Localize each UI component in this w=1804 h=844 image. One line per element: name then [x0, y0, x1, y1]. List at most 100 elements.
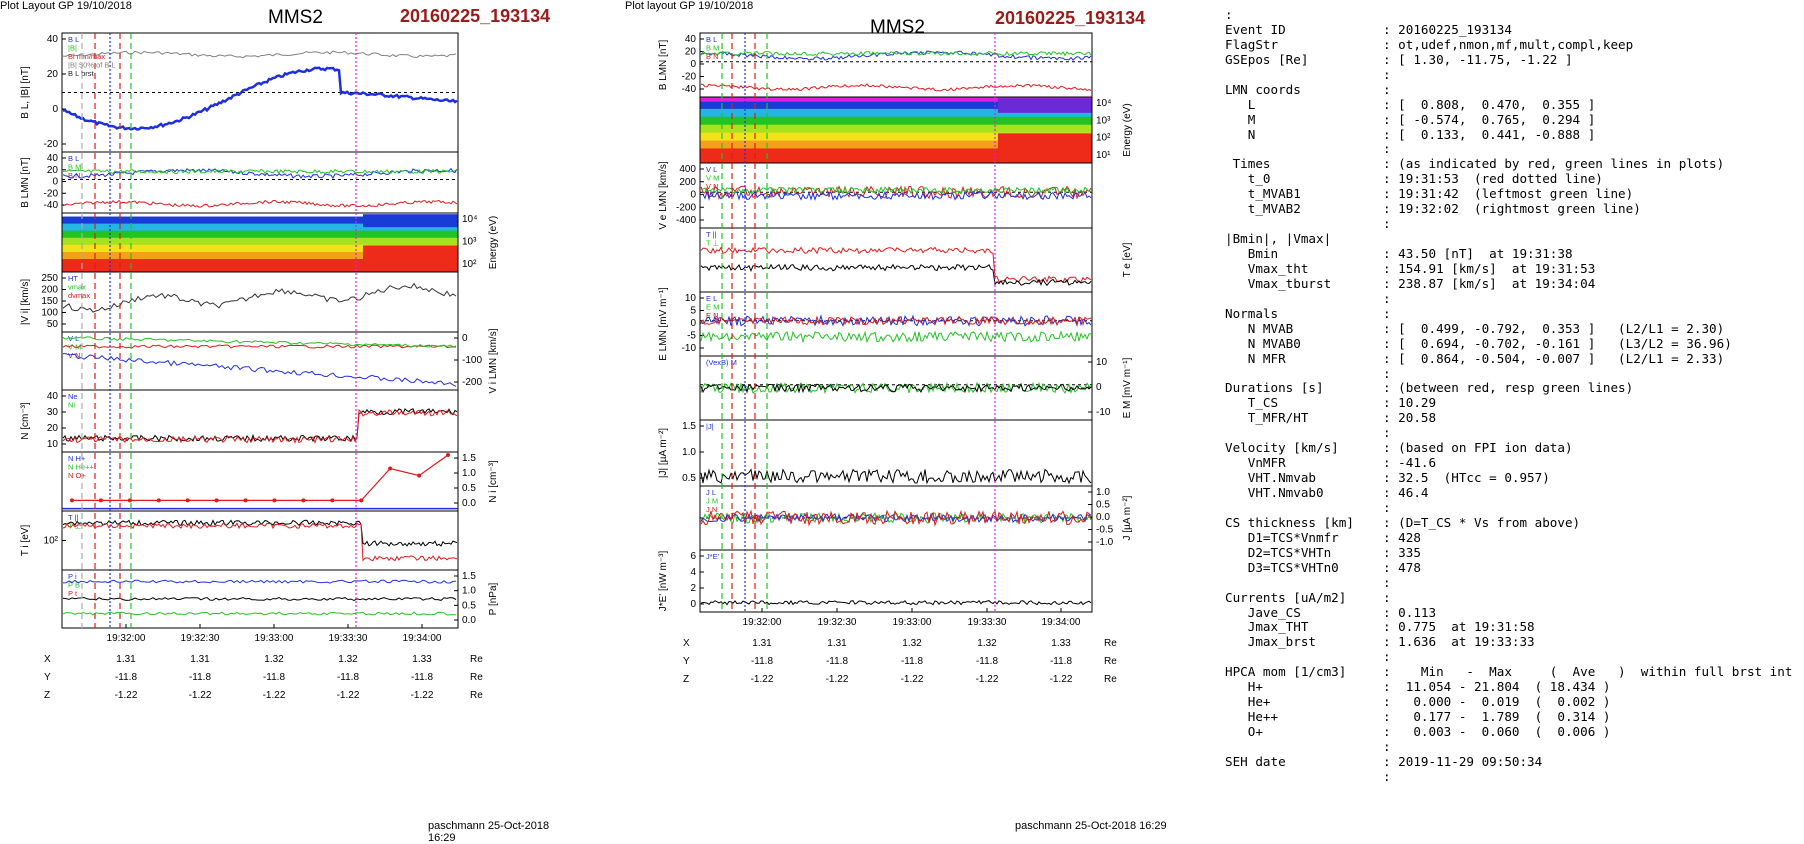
tick-label: 5 — [690, 306, 696, 317]
tick-label: -20 — [44, 139, 59, 150]
x-tick-label: 19:33:00 — [893, 617, 932, 628]
event-id: 20160225_193134 — [400, 6, 551, 26]
legend-entry: E M — [706, 303, 719, 312]
legend-entry: B L — [68, 154, 79, 163]
info-key: N — [1225, 126, 1256, 142]
ephem-label: Y — [683, 656, 690, 667]
x-tick-label: 19:32:30 — [181, 633, 220, 644]
info-key: Jmax_THT — [1225, 619, 1309, 635]
info-row: T_MFR/HT: 20.58 — [1225, 410, 1792, 426]
tick-label: 10⁴ — [1096, 98, 1111, 109]
info-key: SEH date — [1225, 753, 1286, 769]
legend-entry: B L brst — [68, 69, 94, 78]
series-line — [700, 509, 1092, 527]
axis-label: V e LMN [km/s] — [658, 161, 669, 230]
spectro-band — [362, 214, 458, 228]
info-value: : — [1383, 216, 1391, 232]
info-value: : [ 1.30, -11.75, -1.22 ] — [1383, 51, 1573, 67]
tick-label: 0 — [462, 333, 468, 344]
data-point — [156, 498, 161, 503]
axis-label: B LMN [nT] — [20, 157, 31, 208]
legend-entry: E L — [706, 294, 717, 303]
info-row: HPCA mom [1/cm3]: Min - Max ( Ave ) with… — [1225, 664, 1792, 680]
info-key: D3=TCS*VHTn0 — [1225, 559, 1339, 575]
info-key: CS thickness [km] — [1225, 514, 1354, 530]
info-row: N MVAB0: [ 0.694, -0.702, -0.161 ] (L3/L… — [1225, 336, 1792, 352]
tick-label: 10² — [1096, 133, 1111, 144]
tick-label: 10³ — [1096, 115, 1111, 126]
spectro-band — [700, 108, 1092, 119]
x-tick-label: 19:33:00 — [255, 633, 294, 644]
info-row: L: [ 0.808, 0.470, 0.355 ] — [1225, 97, 1792, 113]
panel-frame — [61, 389, 459, 453]
info-row: VHT.Nmvab0: 46.4 — [1225, 485, 1792, 501]
tick-label: -0.5 — [1096, 525, 1114, 536]
tick-label: 100 — [41, 308, 58, 319]
series-line — [62, 199, 458, 208]
info-key: N MVAB — [1225, 320, 1294, 336]
legend-entry: V N — [68, 351, 81, 360]
info-value: : — [1383, 290, 1391, 306]
panel-frame — [61, 331, 459, 391]
info-row: CS thickness [km]: (D=T_CS * Vs from abo… — [1225, 514, 1792, 531]
series-line — [700, 246, 1092, 283]
info-row: Event ID: 20160225_193134 — [1225, 22, 1792, 38]
legend-entry: E N — [706, 311, 719, 320]
info-key: t_MVAB2 — [1225, 201, 1301, 217]
tick-label: 1.0 — [1096, 487, 1110, 498]
axis-label: |V i| [km/s] — [20, 279, 31, 326]
series-line — [62, 611, 457, 616]
series-line — [700, 263, 1092, 287]
info-key: T_CS — [1225, 395, 1279, 411]
info-key: Velocity [km/s] — [1225, 440, 1339, 456]
data-point — [417, 473, 422, 478]
ephem-value: -11.8 — [115, 672, 137, 683]
tick-label: 0.5 — [682, 473, 696, 484]
info-value: : [ 0.133, 0.441, -0.888 ] — [1383, 126, 1596, 142]
info-row: : — [1225, 574, 1792, 591]
tick-label: -5 — [687, 331, 696, 342]
info-key: D1=TCS*Vnmfr — [1225, 529, 1339, 545]
info-key: Currents [uA/m2] — [1225, 589, 1347, 605]
info-value: : 478 — [1383, 559, 1421, 575]
ephem-value: -11.8 — [263, 672, 285, 683]
info-value: : — [1383, 768, 1391, 784]
tick-label: 1.0 — [682, 447, 696, 458]
info-row: LMN coords: — [1225, 82, 1792, 98]
series-line — [62, 596, 457, 602]
info-row: : — [1225, 425, 1792, 441]
legend-entry: |B| — [68, 44, 77, 53]
info-value: : (based on FPI ion data) — [1383, 440, 1573, 456]
tick-label: 40 — [47, 391, 59, 402]
ephem-value: -11.8 — [751, 656, 773, 667]
info-value: : — [1383, 574, 1391, 590]
series-line — [700, 599, 1092, 606]
axis-label: Energy (eV) — [488, 216, 499, 269]
ephem-value: -1.22 — [751, 674, 774, 685]
x-tick-label: 19:34:00 — [1042, 617, 1081, 628]
data-point — [127, 498, 132, 503]
data-point — [446, 452, 450, 457]
series-line — [62, 168, 458, 175]
legend-entry: B N — [706, 52, 719, 61]
x-tick-label: 19:32:00 — [107, 633, 146, 644]
legend-entry: (VexB) M — [706, 358, 737, 367]
info-row: Normals: — [1225, 306, 1792, 322]
ephem-value: -1.22 — [115, 690, 138, 701]
info-row: : — [1225, 141, 1792, 157]
info-key: Vmax_tht — [1225, 260, 1309, 276]
info-value: : — [1383, 365, 1391, 381]
info-row: : — [1225, 67, 1792, 83]
ephem-value: 1.31 — [752, 638, 772, 649]
ephem-value: -11.8 — [1050, 656, 1072, 667]
tick-label: -200 — [676, 202, 696, 213]
ephem-unit: Re — [470, 690, 483, 701]
info-row: t_MVAB2: 19:32:02 (rightmost green line) — [1225, 201, 1792, 217]
ephem-value: 1.32 — [264, 654, 284, 665]
tick-label: 1.5 — [462, 453, 476, 464]
info-value: : — [1383, 499, 1391, 515]
legend-entry: B M — [706, 44, 719, 53]
info-row: Jmax_brst: 1.636 at 19:33:33 — [1225, 634, 1792, 650]
tick-label: 10¹ — [1096, 150, 1111, 161]
ephem-unit: Re — [1104, 638, 1117, 649]
